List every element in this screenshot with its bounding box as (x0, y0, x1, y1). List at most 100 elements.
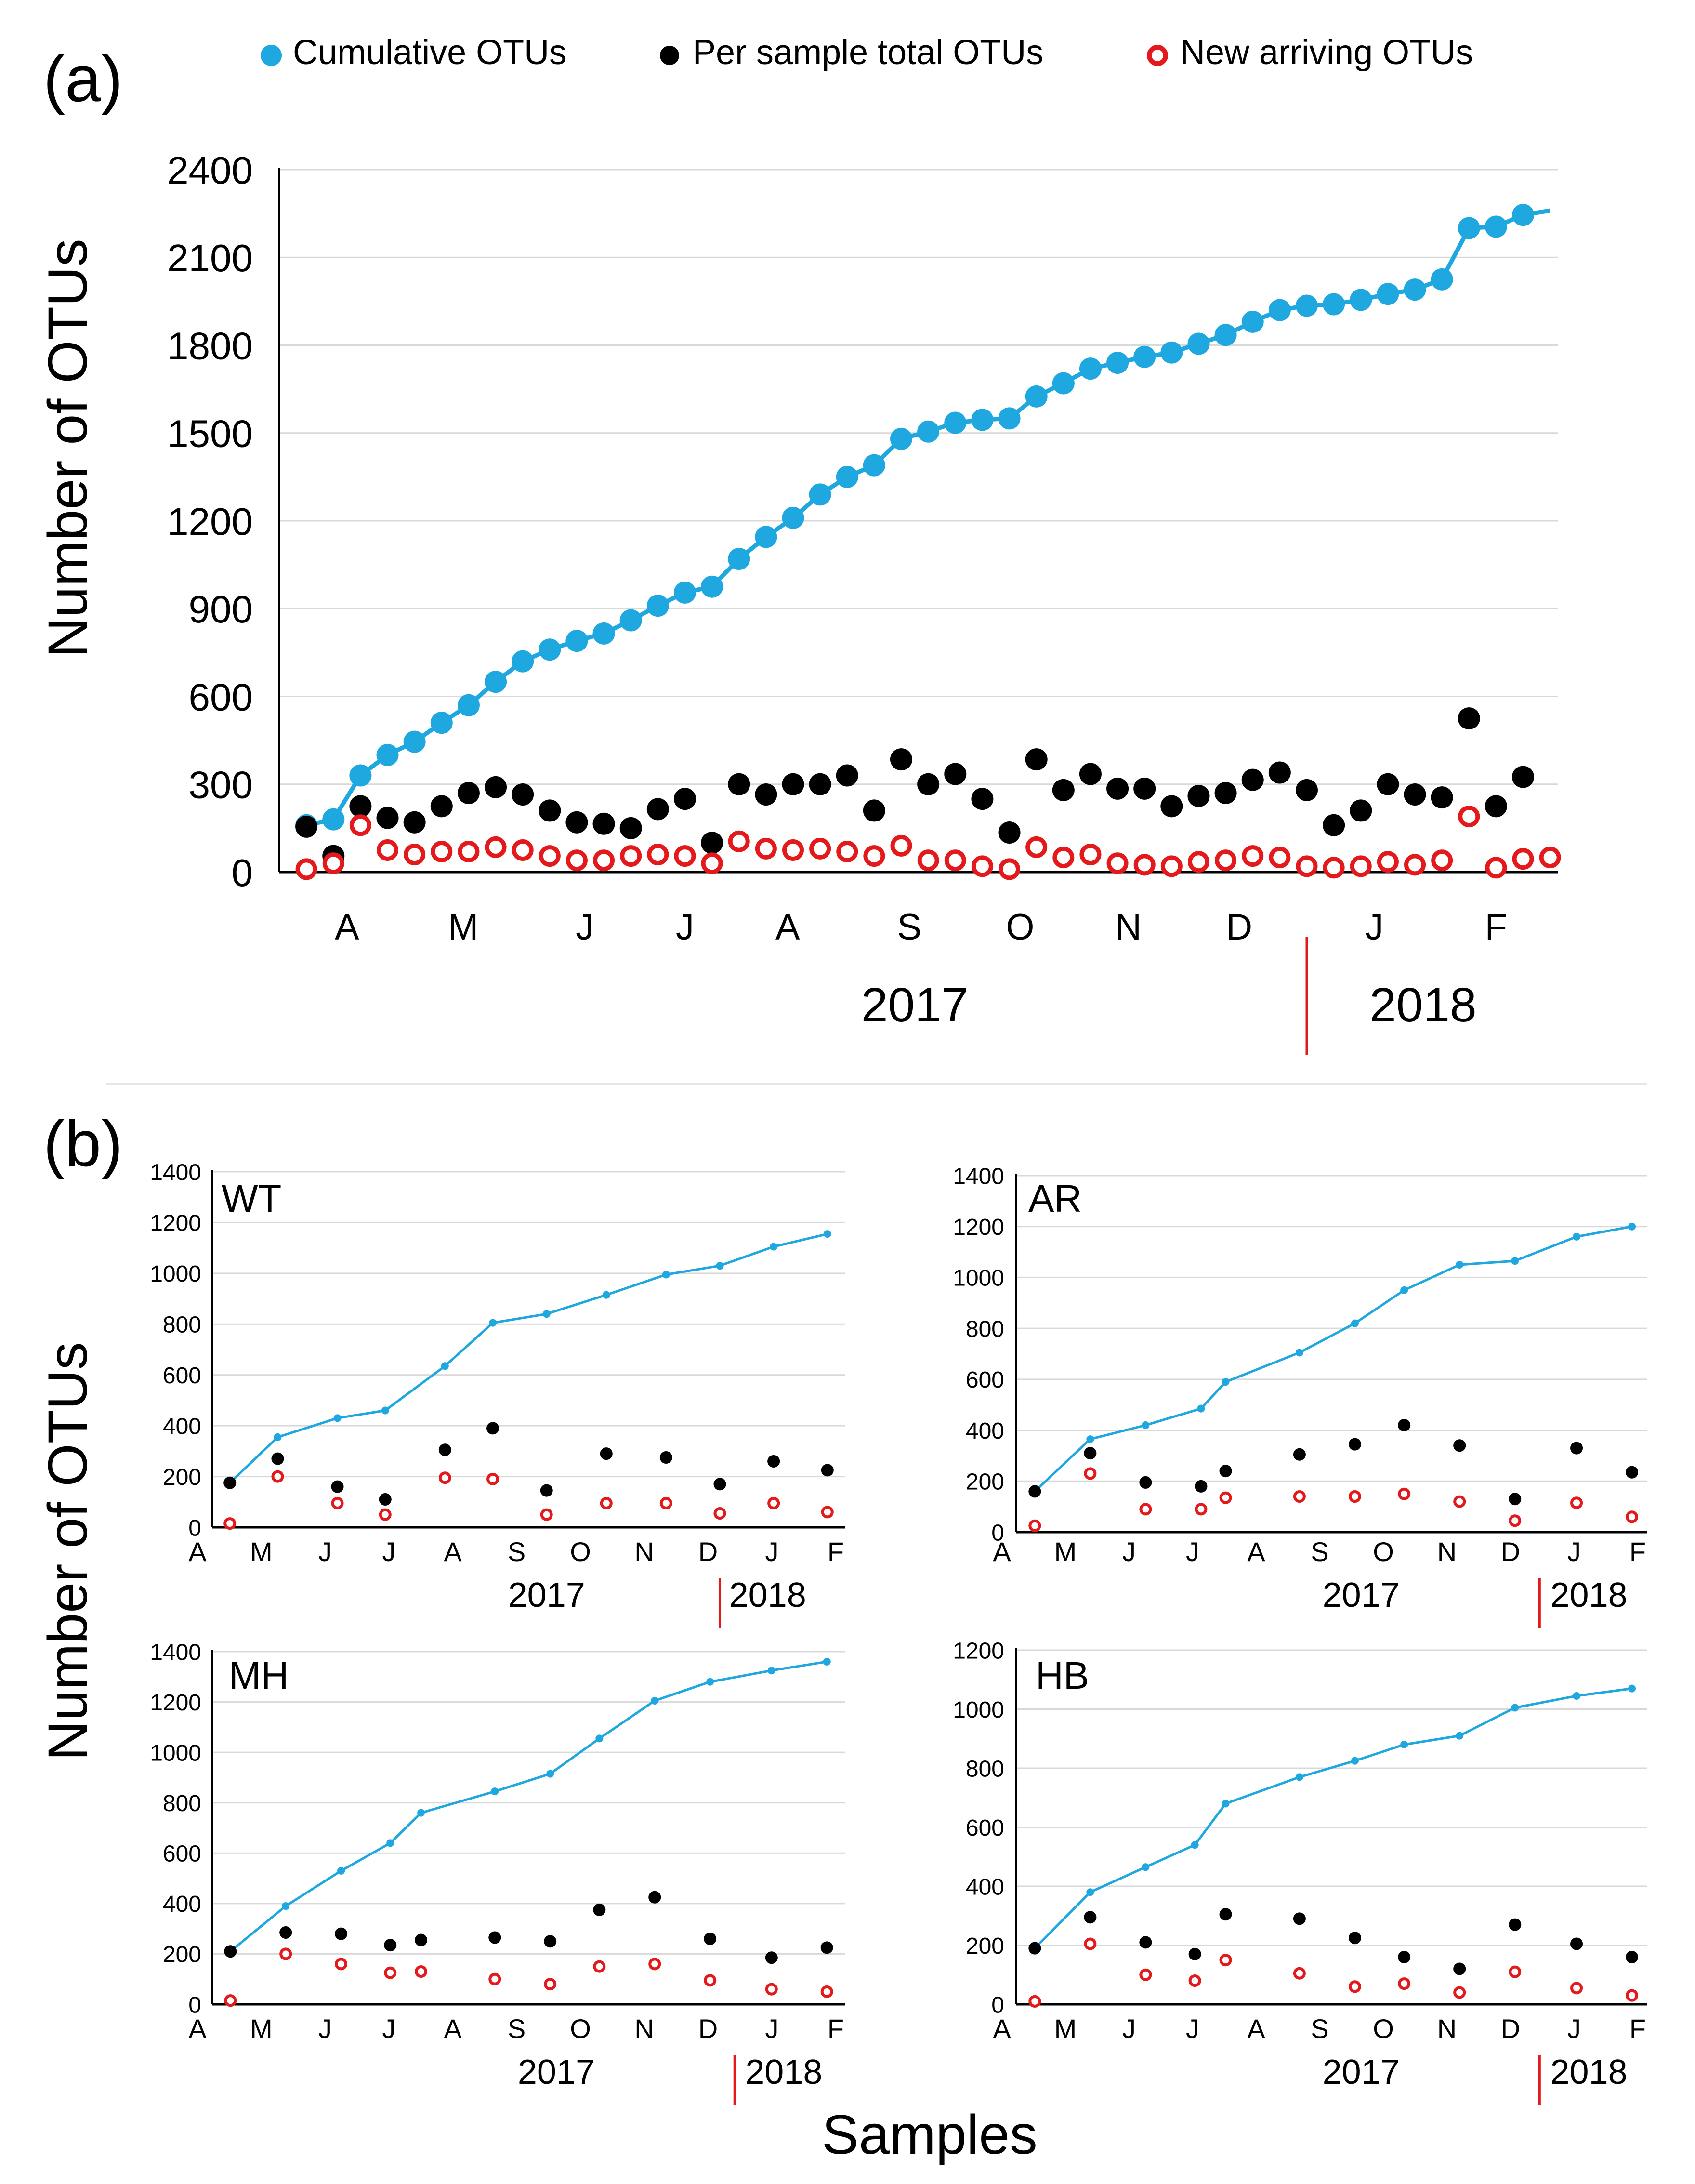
x-month-label: M (250, 2013, 273, 2044)
per-sample-point (1485, 795, 1507, 818)
per-sample-point (1219, 1908, 1232, 1921)
year-label: 2018 (1550, 1576, 1627, 1615)
per-sample-point (821, 1464, 834, 1477)
per-sample-point (917, 773, 940, 795)
cumulative-point (1222, 1378, 1230, 1386)
per-sample-point (1160, 795, 1183, 818)
cumulative-point (1400, 1286, 1408, 1294)
x-month-label: A (188, 2013, 207, 2044)
new-arriving-point (1052, 847, 1075, 869)
cumulative-point (619, 609, 642, 632)
x-month-label: J (318, 2013, 332, 2044)
per-sample-point (836, 764, 858, 787)
cumulative-point (1052, 372, 1075, 395)
cumulative-point (1351, 1757, 1359, 1765)
new-arriving-point (755, 837, 777, 860)
cumulative-point (512, 650, 534, 673)
new-arriving-point (1079, 844, 1102, 866)
y-tick-label: 1000 (150, 1740, 201, 1766)
cumulative-point (1222, 1800, 1230, 1808)
per-sample-point (1241, 768, 1264, 791)
per-sample-point (488, 1931, 501, 1944)
cumulative-point (782, 506, 804, 529)
per-sample-point (809, 773, 831, 795)
new-arriving-point (512, 839, 534, 861)
x-month-label: J (382, 1536, 396, 1567)
new-arriving-point (809, 837, 831, 860)
per-sample-point (457, 781, 480, 804)
per-sample-point (1626, 1951, 1639, 1963)
new-arriving-point (593, 1960, 606, 1973)
new-arriving-point (1160, 855, 1183, 877)
new-arriving-point (539, 845, 561, 867)
x-month-label: S (1311, 1536, 1328, 1567)
new-arriving-point (331, 1496, 344, 1509)
cumulative-point (349, 764, 372, 787)
per-sample-point (1187, 785, 1210, 807)
x-month-label: D (698, 2013, 718, 2044)
chart-title: HB (1036, 1654, 1089, 1697)
legend-per-sample-label: Per sample total OTUs (693, 33, 1043, 72)
new-arriving-point (1404, 854, 1426, 876)
per-sample-point (1106, 777, 1129, 800)
cumulative-point (646, 595, 669, 617)
per-sample-point (1398, 1419, 1411, 1431)
new-arriving-point (223, 1517, 237, 1530)
y-tick-label: 600 (966, 1815, 1004, 1841)
per-sample-point (782, 773, 804, 795)
new-arriving-point (438, 1471, 451, 1484)
per-sample-point (1214, 781, 1237, 804)
cumulative-point (1187, 332, 1210, 355)
x-month-label: J (318, 1536, 332, 1567)
cumulative-point (274, 1433, 282, 1441)
y-tick-label: 400 (966, 1874, 1004, 1900)
new-arriving-point (1348, 1490, 1361, 1503)
cumulative-point (1458, 217, 1480, 239)
chart-a-cumulative: 0 300 600 900 1200 1500 1800 2100 2400 A M J J A S O N D J… (167, 149, 1561, 1055)
cumulative-point (333, 1414, 342, 1422)
per-sample-point (1570, 1937, 1583, 1950)
year-label: 2017 (518, 2053, 595, 2091)
per-sample-point (379, 1493, 392, 1506)
cumulative-point (441, 1362, 449, 1370)
cumulative-point (767, 1667, 775, 1675)
per-sample-point (1348, 1932, 1361, 1945)
per-sample-point (540, 1484, 553, 1497)
per-sample-point (765, 1951, 778, 1964)
new-arriving-point (565, 849, 588, 872)
cumulative-point (1268, 299, 1291, 321)
cumulative-point (546, 1770, 554, 1778)
cumulative-point (457, 694, 480, 716)
y-tick-label: 1200 (150, 1690, 201, 1716)
per-sample-point (1084, 1447, 1097, 1460)
panel-a-label: (a) (43, 42, 123, 115)
new-arriving-point (486, 1472, 499, 1485)
per-sample-point (755, 783, 777, 806)
cumulative-point (1295, 294, 1318, 317)
new-arriving-point (1296, 855, 1318, 877)
cumulative-point (706, 1678, 714, 1686)
y-tick-label: 1500 (167, 412, 253, 455)
cumulative-point (1025, 385, 1048, 408)
x-month-label: N (1437, 1536, 1457, 1567)
new-arriving-point (1626, 1510, 1639, 1523)
new-arriving-point (1350, 855, 1372, 877)
new-arriving-point (1139, 1503, 1152, 1516)
new-arriving-point (701, 852, 723, 874)
cumulative-point (1377, 283, 1399, 305)
x-month-label: O (570, 2013, 591, 2044)
per-sample-point (890, 748, 913, 771)
y-tick-label: 1200 (953, 1215, 1004, 1240)
per-sample-point (1404, 783, 1426, 806)
new-arriving-point (1187, 851, 1209, 873)
y-tick-label: 600 (163, 1363, 201, 1389)
new-arriving-point (1398, 1487, 1411, 1500)
new-arriving-point (999, 858, 1021, 880)
cumulative-point (1214, 324, 1237, 346)
new-arriving-point (821, 1506, 834, 1519)
new-arriving-point (384, 1966, 397, 1979)
x-month-label: J (382, 2013, 396, 2044)
y-tick-label: 400 (163, 1892, 201, 1917)
per-sample-point (1028, 1485, 1041, 1498)
